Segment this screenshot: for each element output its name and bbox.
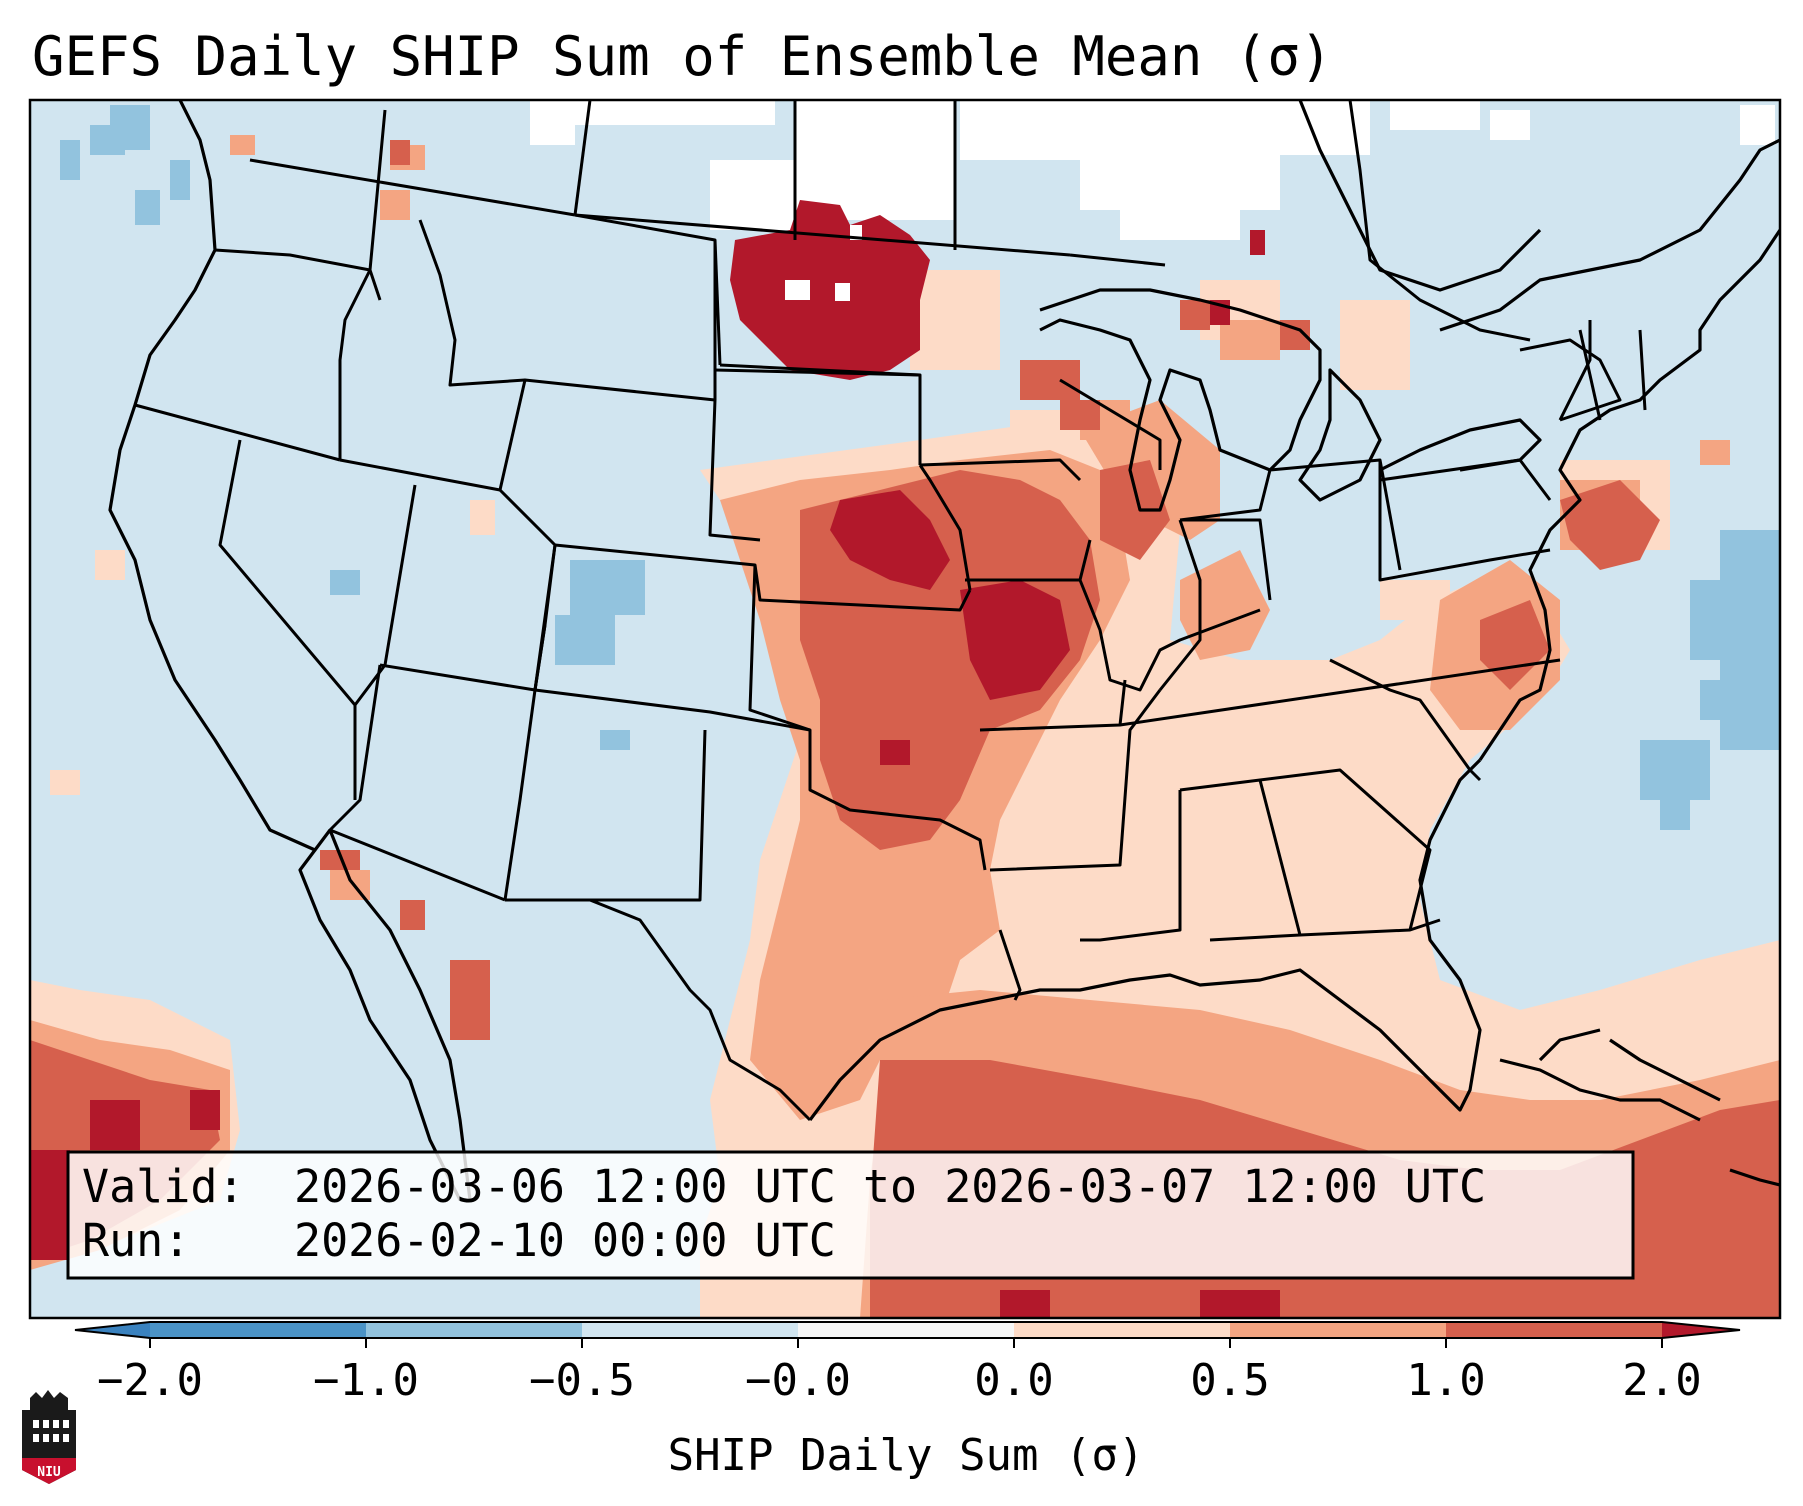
- niu-logo-text: NIU: [37, 1465, 61, 1480]
- valid-value: 2026-03-06 12:00 UTC to 2026-03-07 12:00…: [294, 1160, 1486, 1213]
- state-boundaries: [134, 100, 1647, 1122]
- run-value: 2026-02-10 00:00 UTC: [294, 1214, 836, 1267]
- colorbar-bin-0-05: [1014, 1322, 1230, 1338]
- figure-title: GEFS Daily SHIP Sum of Ensemble Mean (σ): [32, 25, 1332, 88]
- run-label: Run:: [82, 1214, 190, 1267]
- colorbar-tick-label: 2.0: [1622, 1355, 1701, 1406]
- colorbar-tick-label: −0.0: [745, 1355, 851, 1406]
- valid-label: Valid:: [82, 1160, 245, 1213]
- colorbar-lower-extension: [75, 1322, 150, 1338]
- map: [30, 100, 1780, 1318]
- neutral-anomaly-areas: [530, 100, 1775, 240]
- coastlines: [108, 100, 1780, 1201]
- colorbar-bin-zero: [798, 1322, 1014, 1338]
- info-box-background: [66, 1150, 1635, 1280]
- niu-logo: NIU: [22, 1390, 76, 1484]
- colorbar-bin-05-1: [1230, 1322, 1446, 1338]
- colorbar-tick-label: −2.0: [97, 1355, 203, 1406]
- colorbar-tick-label: 0.0: [974, 1355, 1053, 1406]
- colorbar-tick-label: −0.5: [529, 1355, 635, 1406]
- colorbar-tick-label: 0.5: [1190, 1355, 1269, 1406]
- colorbar-bin-neg2-neg1: [150, 1322, 366, 1338]
- extreme-positive-anomaly-areas: [30, 200, 1280, 1318]
- colorbar-bin-neg05-0: [582, 1322, 798, 1338]
- negative-anomaly-areas: [60, 105, 1780, 830]
- colorbar-label: SHIP Daily Sum (σ): [668, 1430, 1145, 1481]
- colorbar-bin-neg1-neg05: [366, 1322, 582, 1338]
- colorbar: −2.0 −1.0 −0.5 −0.0 0.0 0.5 1.0 2.0 SHIP…: [74, 1321, 1741, 1481]
- colorbar-bin-1-2: [1446, 1322, 1662, 1338]
- colorbar-tick-label: 1.0: [1406, 1355, 1485, 1406]
- info-box: Valid: 2026-03-06 12:00 UTC to 2026-03-0…: [66, 1150, 1635, 1280]
- colorbar-upper-extension: [1662, 1322, 1740, 1338]
- colorbar-ticks: [149, 1338, 1663, 1348]
- colorbar-tick-label: −1.0: [313, 1355, 419, 1406]
- map-frame: [28, 98, 1782, 1320]
